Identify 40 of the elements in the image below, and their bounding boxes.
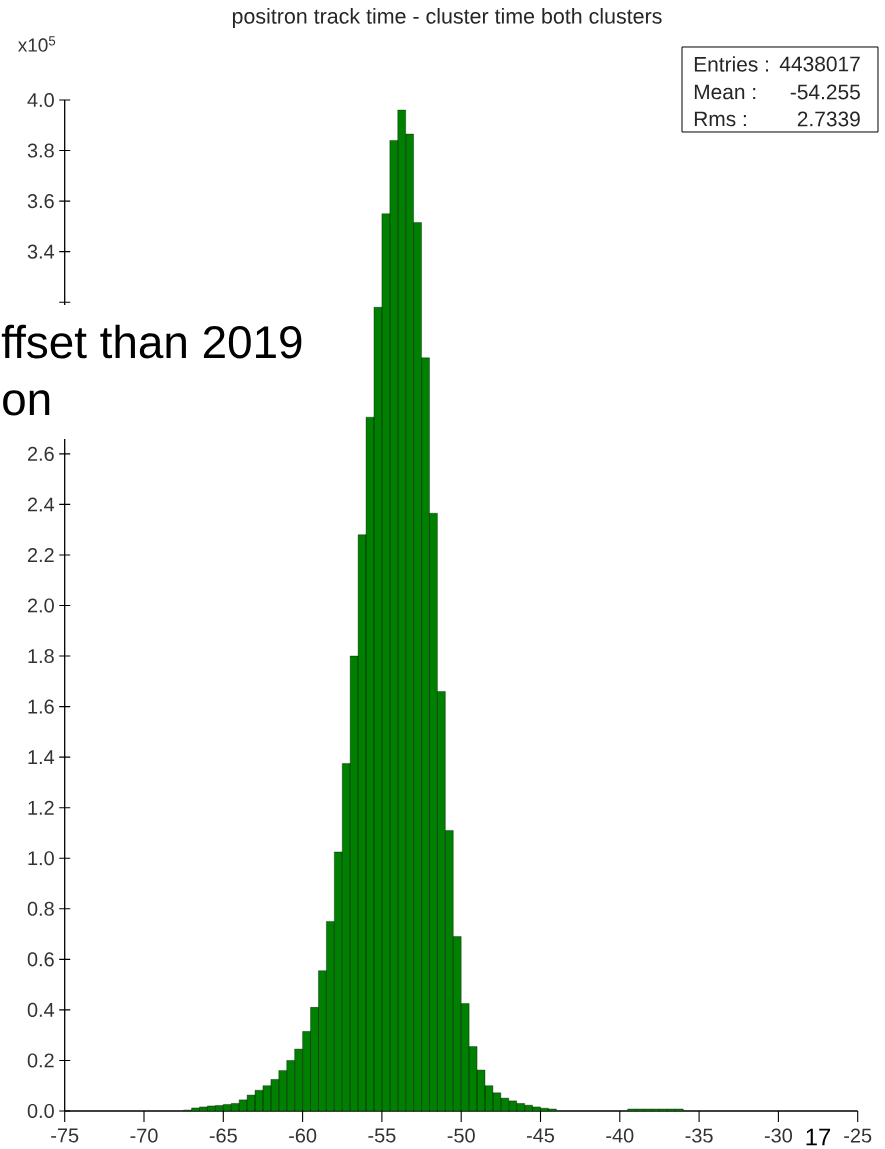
text: Entries : bbox=[694, 56, 768, 72]
x-tick-label: -65 bbox=[209, 1128, 237, 1143]
y-tick-label: 3.8 bbox=[27, 143, 54, 158]
y-tick-label: 1.8 bbox=[28, 649, 54, 664]
x-tick-label: -55 bbox=[368, 1128, 396, 1143]
x-tick-label: -75 bbox=[51, 1128, 79, 1143]
y-tick-label: 0.6 bbox=[27, 952, 54, 967]
text: 4438017 bbox=[779, 56, 860, 72]
chart-title: positron track time - cluster time both clusters bbox=[232, 8, 662, 28]
x-tick-label: -25 bbox=[844, 1128, 872, 1143]
y-axis-title: x10$^{5}$ bbox=[18, 36, 56, 52]
text: Mean : bbox=[694, 84, 756, 100]
y-tick-label: 2.6 bbox=[27, 446, 54, 461]
x-tick-label: -40 bbox=[606, 1128, 634, 1143]
y-tick-label: 1.6 bbox=[28, 699, 54, 714]
y-tick-label: 1.0 bbox=[28, 851, 54, 866]
text: on bbox=[3, 390, 50, 416]
text: 17 bbox=[806, 1128, 831, 1146]
x-tick-label: -60 bbox=[289, 1128, 317, 1143]
text: -54.255 bbox=[790, 84, 860, 100]
y-tick-label: 1.2 bbox=[28, 800, 54, 815]
y-tick-label: 2.2 bbox=[27, 548, 54, 562]
x-tick-label: -45 bbox=[526, 1128, 555, 1143]
x-tick-label: -50 bbox=[447, 1128, 475, 1143]
y-tick-label: 3.4 bbox=[27, 244, 55, 259]
x-tick-label: -70 bbox=[130, 1128, 158, 1143]
annotation: 2.7339 bbox=[797, 111, 860, 127]
x-tick-label: -30 bbox=[764, 1128, 793, 1143]
y-tick-label: 2.4 bbox=[27, 497, 55, 512]
y-tick-label: 4.0 bbox=[27, 92, 54, 108]
y-tick-label: 0.8 bbox=[27, 901, 54, 916]
y-tick-label: 0.2 bbox=[27, 1053, 54, 1068]
x-tick-label: -35 bbox=[685, 1128, 713, 1143]
y-tick-label: 0.0 bbox=[27, 1103, 54, 1119]
y-tick-label: 0.4 bbox=[27, 1002, 55, 1017]
y-tick-label: 3.6 bbox=[27, 194, 54, 209]
annotation: Rms : bbox=[694, 111, 746, 127]
y-tick-label: 2.0 bbox=[27, 598, 54, 613]
y-tick-label: 1.4 bbox=[28, 750, 55, 764]
annotation: ffset than 2019 bbox=[1, 324, 302, 359]
